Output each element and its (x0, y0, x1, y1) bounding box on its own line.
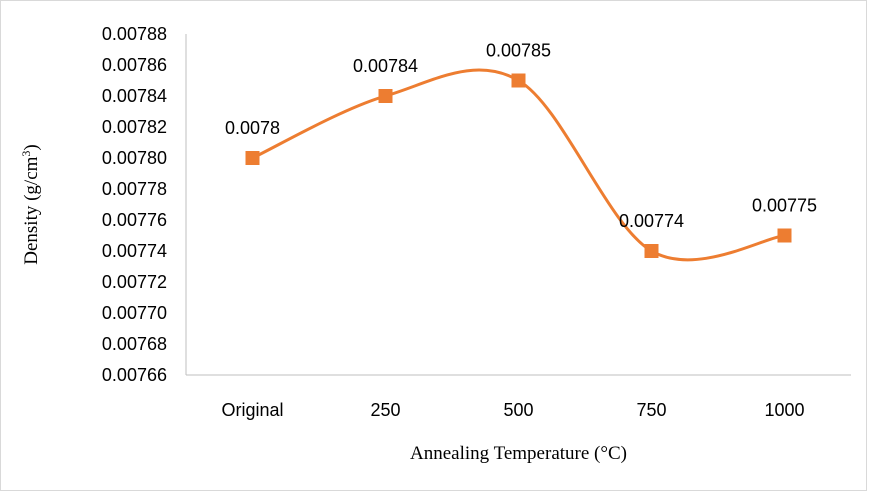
data-point-marker (245, 151, 260, 165)
data-point-marker (378, 89, 393, 103)
data-markers (245, 73, 792, 258)
x-tick-label: 250 (370, 400, 400, 420)
y-tick-label: 0.00778 (102, 179, 167, 199)
data-point-marker (511, 73, 526, 88)
x-axis-tick-labels: Original 250 500 750 1000 (221, 400, 804, 420)
data-point-marker (777, 228, 792, 243)
y-tick-label: 0.00766 (102, 365, 167, 385)
x-tick-label: 1000 (764, 400, 804, 420)
data-label: 0.00775 (752, 196, 817, 216)
y-tick-label: 0.00774 (102, 241, 167, 261)
data-point-marker (644, 244, 659, 258)
series-line (251, 68, 785, 262)
y-axis-title-text: Density (g/cm (21, 156, 42, 264)
data-labels: 0.0078 0.00784 0.00785 0.00774 0.00775 (225, 41, 817, 232)
y-tick-label: 0.00780 (102, 148, 167, 168)
x-tick-label: 750 (636, 400, 666, 420)
data-label: 0.0078 (225, 118, 280, 138)
x-axis-title: Annealing Temperature (°C) (410, 443, 627, 464)
data-label: 0.00774 (619, 211, 684, 231)
y-tick-label: 0.00770 (102, 303, 167, 323)
x-tick-label: 500 (503, 400, 533, 420)
y-axis-title-superscript: 3 (19, 151, 33, 157)
y-axis-title: Density (g/cm3) (19, 144, 42, 265)
y-tick-label: 0.00788 (102, 24, 167, 44)
y-axis-tick-labels: 0.00766 0.00768 0.00770 0.00772 0.00774 0.007… (102, 24, 167, 385)
y-tick-label: 0.00786 (102, 55, 167, 75)
y-tick-label: 0.00784 (102, 86, 167, 106)
y-tick-label: 0.00776 (102, 210, 167, 230)
y-axis-title-suffix: ) (21, 144, 42, 150)
data-label: 0.00784 (353, 56, 418, 76)
x-tick-label: Original (221, 400, 283, 420)
data-label: 0.00785 (486, 41, 551, 61)
y-tick-label: 0.00772 (102, 272, 167, 292)
y-tick-label: 0.00768 (102, 334, 167, 354)
y-tick-label: 0.00782 (102, 117, 167, 137)
